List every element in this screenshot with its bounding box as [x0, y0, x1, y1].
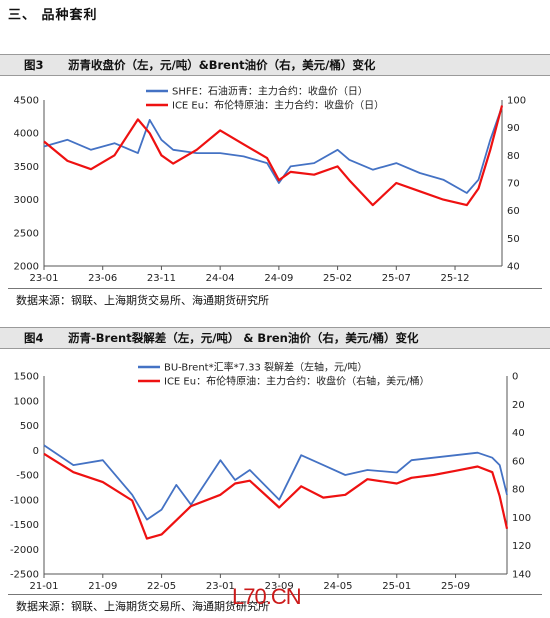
series-line-left-axis	[43, 444, 508, 521]
x-tick-label: 23-09	[265, 581, 294, 592]
y-right-tick-label: 60	[507, 206, 520, 217]
series-line-right-axis	[43, 105, 504, 207]
x-tick-label: 23-11	[147, 273, 176, 284]
x-tick-label: 23-01	[206, 581, 235, 592]
figure-3-title-bar: 图3 沥青收盘价（左，元/吨）&Brent油价（右，美元/桶）变化	[0, 54, 550, 76]
y-left-tick-label: 500	[20, 421, 39, 432]
y-left-tick-label: 3500	[14, 162, 39, 173]
x-tick-label: 24-09	[264, 273, 293, 284]
y-right-tick-label: 80	[512, 485, 525, 496]
x-tick-label: 22-05	[147, 581, 176, 592]
x-tick-label: 25-07	[382, 273, 411, 284]
x-tick-label: 24-05	[323, 581, 352, 592]
y-left-tick-label: -1000	[10, 495, 39, 506]
chart-crack-spread-brent: 21-01 21-09 22-05 23-01 23-09 24-05 25-01 25-09…	[10, 361, 531, 593]
x-tick-label: 23-06	[88, 273, 117, 284]
series-line-left-axis	[43, 106, 503, 194]
y-right-tick-label: 100	[507, 96, 526, 107]
x-tick-label: 25-01	[382, 581, 411, 592]
y-right-tick-label: 140	[512, 570, 531, 581]
figure-4-source-divider	[8, 594, 542, 595]
y-right-tick-label: 80	[507, 151, 520, 162]
figure-3-source: 数据来源：钢联、上海期货交易所、海通期货研究所	[16, 294, 269, 307]
x-tick-label: 23-01	[29, 273, 58, 284]
y-right-tick-label: 40	[512, 428, 525, 439]
figure-4-title-bar: 图4 沥青-Brent裂解差（左，元/吨） & Bren油价（右，美元/桶）变化	[0, 327, 550, 349]
figure-3-number: 图3	[24, 58, 44, 72]
x-tick-label: 21-01	[29, 581, 58, 592]
y-right-tick-label: 120	[512, 541, 531, 552]
y-right-tick-label: 50	[507, 234, 520, 245]
figure-4-source: 数据来源：钢联、上海期货交易所、海通期货研究所	[16, 600, 269, 613]
y-left-tick-label: -1500	[10, 520, 39, 531]
y-right-tick-label: 100	[512, 513, 531, 524]
figure-3-title: 沥青收盘价（左，元/吨）&Brent油价（右，美元/桶）变化	[68, 58, 376, 72]
y-left-tick-label: -2000	[10, 545, 39, 556]
series-line-right-axis	[43, 452, 509, 540]
chart-asphalt-brent: 23-01 23-06 23-11 24-04 24-09 25-02 25-07 25-12…	[14, 85, 527, 285]
figure-4-title: 沥青-Brent裂解差（左，元/吨） & Bren油价（右，美元/桶）变化	[68, 331, 419, 345]
legend-label: SHFE：石油沥青：主力合约：收盘价（日）	[172, 85, 368, 98]
y-left-tick-label: 0	[33, 446, 39, 457]
legend-label: BU-Brent*汇率*7.33 裂解差（左轴，元/吨）	[164, 361, 367, 374]
figure-3-source-divider	[8, 288, 542, 289]
y-left-tick-label: 4000	[14, 129, 39, 140]
legend-label: ICE Eu：布伦特原油：主力合约：收盘价（日）	[172, 99, 384, 112]
watermark-logo: L70.CN	[232, 584, 302, 609]
legend-label: ICE Eu：布伦特原油：主力合约：收盘价（右轴，美元/桶）	[164, 375, 429, 388]
figure-4-number: 图4	[24, 331, 44, 345]
y-left-tick-label: 1000	[14, 396, 39, 407]
y-left-tick-label: 4500	[14, 96, 39, 107]
y-right-tick-label: 90	[507, 123, 520, 134]
y-right-tick-label: 0	[512, 372, 518, 383]
y-left-tick-label: 3000	[14, 195, 39, 206]
y-right-tick-label: 40	[507, 262, 520, 273]
section-title: 三、 品种套利	[8, 8, 98, 23]
y-left-tick-label: 2500	[14, 228, 39, 239]
y-right-tick-label: 60	[512, 456, 525, 467]
y-left-tick-label: 1500	[14, 372, 39, 383]
x-tick-label: 25-12	[440, 273, 469, 284]
x-tick-label: 25-09	[441, 581, 470, 592]
x-tick-label: 24-04	[206, 273, 235, 284]
y-left-tick-label: -2500	[10, 570, 39, 581]
y-right-tick-label: 70	[507, 179, 520, 190]
y-left-tick-label: -500	[16, 471, 39, 482]
y-left-tick-label: 2000	[14, 262, 39, 273]
x-tick-label: 21-09	[88, 581, 117, 592]
y-right-tick-label: 20	[512, 400, 525, 411]
x-tick-label: 25-02	[323, 273, 352, 284]
